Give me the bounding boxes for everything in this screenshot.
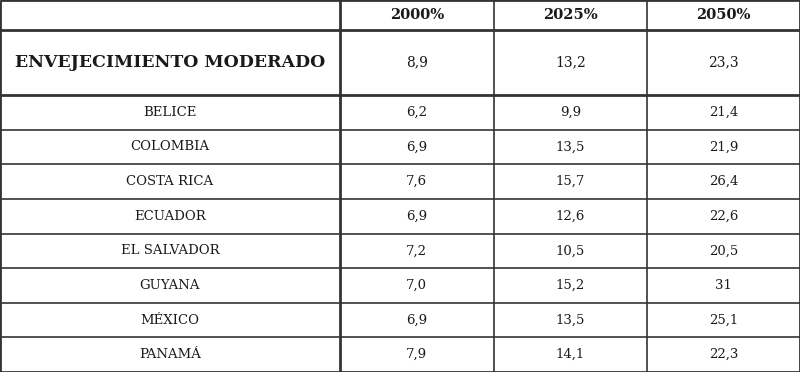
Text: 21,9: 21,9 (709, 141, 738, 153)
Text: 10,5: 10,5 (556, 244, 585, 257)
Text: 13,2: 13,2 (555, 55, 586, 70)
Text: 2050%: 2050% (696, 8, 751, 22)
Text: 8,9: 8,9 (406, 55, 428, 70)
Text: PANAMÁ: PANAMÁ (139, 348, 201, 361)
Text: MÉXICO: MÉXICO (141, 314, 199, 327)
Text: 26,4: 26,4 (709, 175, 738, 188)
Text: ECUADOR: ECUADOR (134, 210, 206, 223)
Text: 21,4: 21,4 (709, 106, 738, 119)
Text: 14,1: 14,1 (556, 348, 585, 361)
Text: 31: 31 (715, 279, 732, 292)
Text: 7,0: 7,0 (406, 279, 427, 292)
Text: 6,2: 6,2 (406, 106, 427, 119)
Text: EL SALVADOR: EL SALVADOR (121, 244, 219, 257)
Text: 2025%: 2025% (543, 8, 598, 22)
Text: GUYANA: GUYANA (140, 279, 200, 292)
Text: 23,3: 23,3 (708, 55, 739, 70)
Text: 22,6: 22,6 (709, 210, 738, 223)
Text: 7,6: 7,6 (406, 175, 427, 188)
Text: 12,6: 12,6 (556, 210, 585, 223)
Text: 7,9: 7,9 (406, 348, 427, 361)
Text: 13,5: 13,5 (556, 141, 585, 153)
Text: 6,9: 6,9 (406, 210, 427, 223)
Text: ENVEJECIMIENTO MODERADO: ENVEJECIMIENTO MODERADO (15, 54, 325, 71)
Text: 7,2: 7,2 (406, 244, 427, 257)
Text: COSTA RICA: COSTA RICA (126, 175, 214, 188)
Text: 9,9: 9,9 (560, 106, 581, 119)
Text: 25,1: 25,1 (709, 314, 738, 327)
Text: 15,7: 15,7 (556, 175, 585, 188)
Text: BELICE: BELICE (143, 106, 197, 119)
Text: 22,3: 22,3 (709, 348, 738, 361)
Text: COLOMBIA: COLOMBIA (130, 141, 210, 153)
Text: 6,9: 6,9 (406, 314, 427, 327)
Text: 2000%: 2000% (390, 8, 444, 22)
Text: 13,5: 13,5 (556, 314, 585, 327)
Text: 15,2: 15,2 (556, 279, 585, 292)
Text: 20,5: 20,5 (709, 244, 738, 257)
Text: 6,9: 6,9 (406, 141, 427, 153)
